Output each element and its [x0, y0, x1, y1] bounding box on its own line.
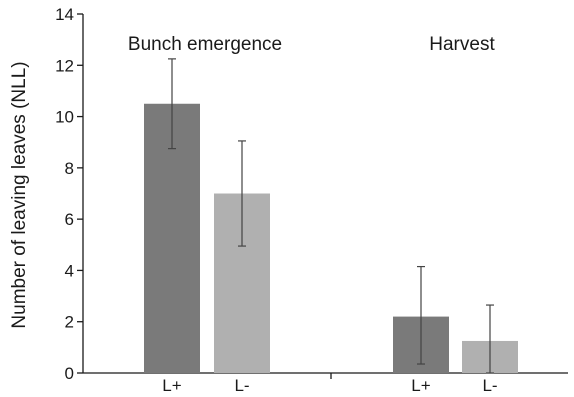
y-tick-label: 0 [65, 364, 74, 383]
group-label: Harvest [429, 34, 495, 55]
y-tick-label: 12 [55, 56, 74, 75]
y-axis-title: Number of leaving leaves (NLL) [9, 61, 30, 328]
error-bars [168, 58, 494, 374]
y-tick-label: 8 [65, 159, 74, 178]
bars [144, 103, 518, 373]
y-tick-label: 2 [65, 313, 74, 332]
x-axis: L+ L- L+ L- [83, 372, 568, 395]
x-tick-label: L- [234, 376, 249, 395]
labels: Bunch emergence Harvest [128, 34, 496, 55]
y-tick-label: 6 [65, 210, 74, 229]
y-tick-label: 4 [65, 261, 74, 280]
x-tick-label: L- [482, 376, 497, 395]
y-axis: 0 2 4 6 8 10 12 14 [55, 5, 84, 383]
y-tick-label: 14 [55, 5, 74, 24]
x-tick-label: L+ [162, 376, 181, 395]
x-tick-label: L+ [411, 376, 430, 395]
group-label: Bunch emergence [128, 34, 282, 55]
y-tick-label: 10 [55, 108, 74, 127]
